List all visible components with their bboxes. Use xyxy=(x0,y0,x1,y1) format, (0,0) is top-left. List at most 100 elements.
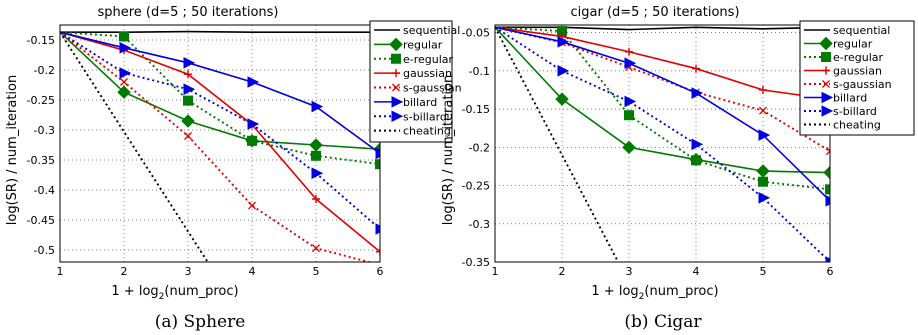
sphere-point-e-regular xyxy=(375,159,380,170)
cigar-point-regular xyxy=(756,164,770,178)
sphere-point-s-billard xyxy=(375,223,380,235)
cigar-point-regular xyxy=(555,92,569,106)
x-tick-label: 3 xyxy=(185,265,192,278)
sphere-series-line-s-gaussian xyxy=(60,31,373,262)
legend-label-cheating: cheating xyxy=(403,125,451,138)
sphere-point-e-regular xyxy=(119,31,129,42)
cigar-point-s-billard xyxy=(825,256,830,262)
y-tick-label: -0.2 xyxy=(469,141,490,154)
x-tick-label: 2 xyxy=(559,265,566,278)
legend-marker-s-billard xyxy=(391,110,404,123)
cigar-legend: sequentialregulare-regulargaussians-gaus… xyxy=(799,20,915,136)
panel-sphere: sphere (d=5 ; 50 iterations) 1 2 3 4 5 6 -0.15… xyxy=(5,5,462,332)
legend-label-gaussian: gaussian xyxy=(833,65,882,78)
sphere-chart-title: sphere (d=5 ; 50 iterations) xyxy=(97,5,278,20)
sphere-x-axis-label: 1 + log2(num_proc) xyxy=(111,284,238,302)
cigar-point-s-billard xyxy=(691,138,704,151)
legend-label-regular: regular xyxy=(833,38,873,51)
cigar-series-line-sequential xyxy=(495,26,830,31)
legend-marker-gaussian xyxy=(822,66,830,75)
legend-label-s-gaussian: s-gaussian xyxy=(403,82,462,95)
sphere-point-s-gaussian xyxy=(184,132,192,140)
y-tick-label: -0.25 xyxy=(27,94,55,107)
y-tick-label: -0.25 xyxy=(462,180,490,193)
cigar-point-s-billard xyxy=(624,95,637,108)
sphere-series xyxy=(60,30,380,262)
cigar-y-axis-label: log(SR) / num_iteration xyxy=(441,75,456,225)
cigar-series-line-regular xyxy=(495,26,830,174)
cigar-point-gaussian xyxy=(625,47,633,56)
cigar-point-s-billard xyxy=(557,65,570,77)
sphere-point-s-billard xyxy=(183,83,196,96)
panel-cigar: cigar (d=5 ; 50 iterations) 1 2 3 4 5 6 -0.05 -… xyxy=(441,5,915,332)
legend-marker-s-billard xyxy=(821,105,834,117)
sphere-point-e-regular xyxy=(311,150,321,161)
sphere-point-regular xyxy=(309,138,323,152)
legend-label-e-regular: e-regular xyxy=(403,53,454,66)
cigar-point-billard xyxy=(758,129,771,141)
legend-marker-regular xyxy=(819,36,833,51)
cigar-x-axis-label: 1 + log2(num_proc) xyxy=(591,284,718,302)
sphere-series-line-billard xyxy=(60,31,380,155)
y-tick-label: -0.35 xyxy=(27,154,55,167)
legend-label-billard: billard xyxy=(833,92,867,105)
y-tick-label: -0.1 xyxy=(469,65,490,78)
cigar-point-billard xyxy=(624,57,637,70)
cigar-point-s-billard xyxy=(758,191,771,204)
legend-label-regular: regular xyxy=(403,38,443,51)
y-tick-label: -0.2 xyxy=(34,64,55,77)
sphere-point-billard xyxy=(247,76,260,88)
legend-label-e-regular: e-regular xyxy=(833,51,884,64)
y-tick-label: -0.15 xyxy=(462,103,490,116)
cigar-point-regular xyxy=(823,165,830,180)
sphere-series-line-sequential xyxy=(60,30,380,34)
y-tick-label: -0.5 xyxy=(34,244,55,257)
sphere-series-line-e-regular xyxy=(60,31,380,166)
legend-marker-s-gaussian xyxy=(392,83,400,92)
cigar-series-line-s-billard xyxy=(495,26,830,262)
sphere-y-axis-label: log(SR) / num_iteration xyxy=(5,75,20,225)
legend-marker-gaussian xyxy=(392,69,400,78)
y-tick-label: -0.4 xyxy=(34,184,55,197)
cigar-point-e-regular xyxy=(691,155,701,166)
sphere-point-s-billard xyxy=(311,167,324,180)
x-tick-label: 2 xyxy=(121,265,128,278)
legend-label-billard: billard xyxy=(403,96,437,109)
cigar-series-line-e-regular xyxy=(495,26,830,191)
sphere-point-regular xyxy=(117,85,131,99)
sphere-point-e-regular xyxy=(183,95,193,106)
legend-label-sequential: sequential xyxy=(403,24,460,37)
x-tick-label: 5 xyxy=(760,265,767,278)
sphere-point-s-gaussian xyxy=(120,78,128,86)
x-tick-label: 6 xyxy=(827,265,834,278)
x-tick-label: 1 xyxy=(57,265,64,278)
cigar-point-e-regular xyxy=(825,184,830,195)
sphere-point-s-gaussian xyxy=(248,201,256,210)
sphere-point-gaussian xyxy=(184,70,192,79)
sphere-point-regular xyxy=(181,114,195,128)
cigar-point-regular xyxy=(622,140,636,155)
sphere-point-billard xyxy=(119,41,132,54)
cigar-series-line-s-gaussian xyxy=(495,26,830,152)
cigar-point-e-regular xyxy=(624,110,634,121)
legend-label-cheating: cheating xyxy=(833,119,881,132)
sphere-tick-labels: 1 2 3 4 5 6 -0.15 -0.2 -0.25 -0.3 -0.35 -0.4 -0.45 -0… xyxy=(27,34,384,278)
sphere-point-s-billard xyxy=(119,67,132,79)
legend-marker-billard xyxy=(391,96,404,108)
y-tick-label: -0.3 xyxy=(469,218,490,231)
legend-label-s-gaussian: s-gaussian xyxy=(833,78,892,91)
x-tick-label: 6 xyxy=(377,265,384,278)
y-tick-label: -0.45 xyxy=(27,214,55,227)
x-tick-label: 3 xyxy=(626,265,633,278)
legend-marker-billard xyxy=(821,91,834,104)
legend-marker-regular xyxy=(389,37,403,52)
cigar-point-e-regular xyxy=(758,176,768,187)
cigar-series-line-cheating xyxy=(495,26,620,262)
cigar-legend-box xyxy=(799,20,915,136)
sphere-point-e-regular xyxy=(247,135,257,146)
sphere-point-gaussian xyxy=(312,195,320,203)
legend-label-sequential: sequential xyxy=(833,24,890,37)
x-tick-label: 5 xyxy=(313,265,320,278)
